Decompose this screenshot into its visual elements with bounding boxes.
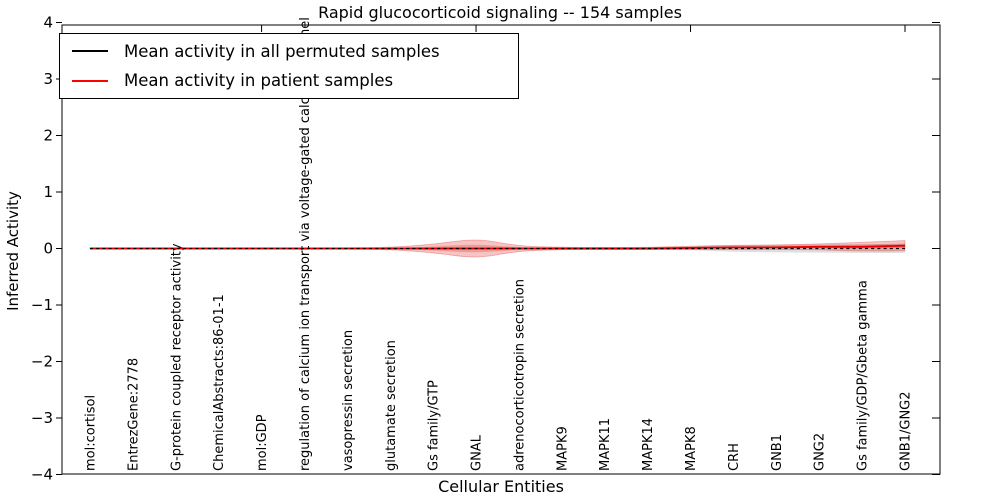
- x-tick-label: GNAL: [470, 434, 485, 471]
- x-tick-label: vasopressin secretion: [341, 330, 356, 471]
- x-tick-label: mol:cortisol: [84, 395, 99, 471]
- x-tick-label: glutamate secretion: [384, 340, 399, 471]
- y-tick-label: −2: [31, 353, 53, 371]
- x-tick-label: G-protein coupled receptor activity: [169, 243, 184, 471]
- x-tick-label: CRH: [727, 443, 742, 471]
- y-tick-label: −3: [31, 409, 53, 427]
- x-tick-label: ChemicalAbstracts:86-01-1: [212, 294, 227, 471]
- y-tick-label: 4: [43, 14, 53, 32]
- x-tick-label: MAPK8: [684, 426, 699, 471]
- legend-line-swatch: [72, 79, 108, 82]
- y-tick-label: 2: [43, 127, 53, 145]
- y-tick-label: −1: [31, 296, 53, 314]
- legend-line-swatch: [72, 50, 108, 53]
- x-tick-label: mol:GDP: [255, 414, 270, 471]
- patient-mean-line: [90, 244, 906, 250]
- y-tick-label: −4: [31, 466, 53, 484]
- x-tick-label: GNB1: [770, 434, 785, 471]
- x-axis-label: Cellular Entities: [438, 477, 564, 496]
- x-tick-label: GNB1/GNG2: [899, 391, 914, 471]
- x-tick-label: GNG2: [813, 433, 828, 471]
- legend-label: Mean activity in all permuted samples: [124, 41, 440, 61]
- x-tick-label: Gs family/GDP/Gbeta gamma: [856, 280, 871, 471]
- legend-item: Mean activity in all permuted samples: [60, 37, 518, 65]
- x-tick-label: Gs family/GTP: [427, 380, 442, 471]
- legend-box: Mean activity in all permuted samples Mea…: [59, 33, 519, 99]
- plot-frame: [61, 24, 941, 475]
- y-axis-label: Inferred Activity: [4, 191, 22, 311]
- x-tick-label: EntrezGene:2778: [126, 358, 141, 471]
- y-tick-label: 0: [43, 240, 53, 258]
- x-tick-label: adrenocorticotropin secretion: [512, 279, 527, 471]
- y-tick-label: 1: [43, 183, 53, 201]
- x-tick-label: regulation of calcium ion transport via …: [298, 17, 313, 471]
- legend-label: Mean activity in patient samples: [124, 71, 394, 91]
- x-tick-label: MAPK9: [555, 426, 570, 471]
- legend-item: Mean activity in patient samples: [60, 67, 518, 95]
- x-tick-label: MAPK14: [641, 418, 656, 471]
- y-tick-label: 3: [43, 70, 53, 88]
- x-tick-label: MAPK11: [598, 418, 613, 471]
